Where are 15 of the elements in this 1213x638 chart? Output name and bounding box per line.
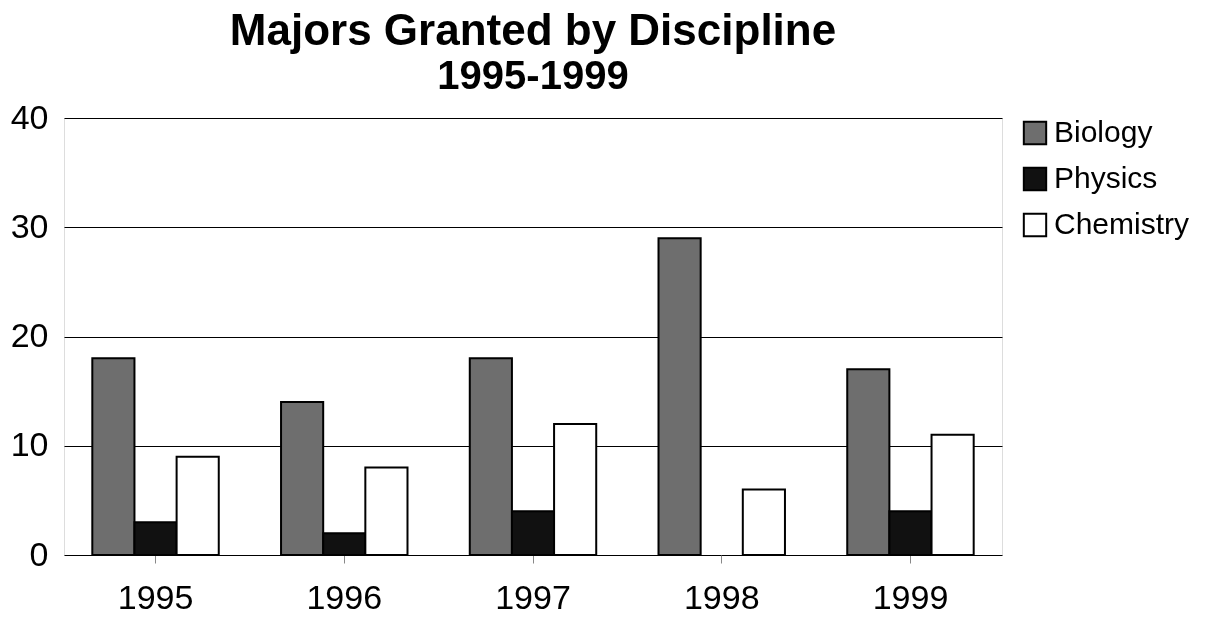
legend-label: Physics xyxy=(1054,161,1158,194)
chart-subtitle: 1995-1999 xyxy=(437,53,629,97)
y-tick-label: 30 xyxy=(10,206,49,245)
x-tick-label: 1999 xyxy=(872,577,949,616)
y-tick-label: 0 xyxy=(29,534,49,573)
legend-label: Chemistry xyxy=(1054,207,1190,240)
x-tick-label: 1996 xyxy=(306,577,383,616)
y-tick-label: 10 xyxy=(10,425,49,464)
chart-title: Majors Granted by Discipline xyxy=(229,5,837,54)
x-tick-label: 1998 xyxy=(683,577,760,616)
x-tick-label: 1997 xyxy=(495,577,571,616)
legend-label: Biology xyxy=(1054,115,1153,148)
y-tick-label: 40 xyxy=(10,97,49,136)
x-tick-label: 1995 xyxy=(117,577,194,616)
y-tick-label: 20 xyxy=(10,316,49,354)
